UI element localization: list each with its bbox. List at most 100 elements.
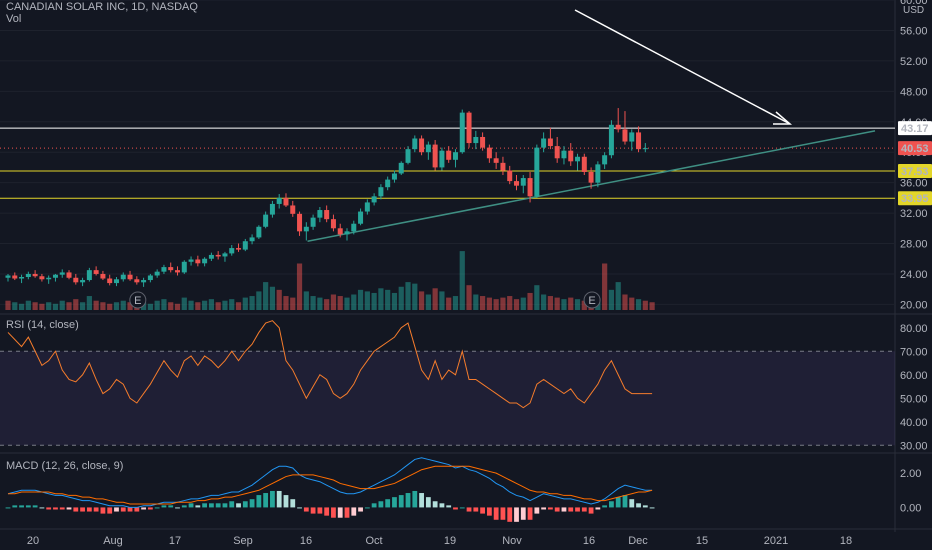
candle[interactable]	[236, 248, 242, 250]
candle[interactable]	[19, 276, 25, 279]
candle[interactable]	[527, 178, 533, 197]
candle[interactable]	[202, 258, 208, 264]
candle[interactable]	[290, 205, 296, 214]
candle[interactable]	[534, 147, 540, 197]
candle[interactable]	[175, 270, 180, 273]
candle[interactable]	[337, 228, 343, 235]
candle[interactable]	[310, 217, 316, 227]
candle[interactable]	[52, 274, 58, 278]
candle[interactable]	[514, 181, 519, 186]
candle[interactable]	[581, 156, 587, 172]
candle[interactable]	[127, 274, 133, 280]
candle[interactable]	[588, 171, 594, 183]
candle[interactable]	[276, 197, 282, 204]
candle[interactable]	[283, 197, 289, 206]
candle[interactable]	[439, 150, 445, 168]
candle[interactable]	[351, 223, 357, 232]
candle[interactable]	[208, 254, 214, 259]
candle[interactable]	[602, 155, 608, 165]
candle[interactable]	[486, 147, 492, 159]
candle[interactable]	[622, 129, 628, 142]
candle[interactable]	[297, 213, 303, 232]
candle[interactable]	[181, 261, 187, 273]
candle[interactable]	[256, 226, 262, 238]
candle[interactable]	[86, 270, 92, 281]
candle[interactable]	[269, 203, 275, 215]
candle[interactable]	[249, 237, 255, 242]
candle[interactable]	[317, 210, 323, 218]
candle[interactable]	[303, 226, 309, 232]
candle[interactable]	[608, 124, 614, 156]
candle[interactable]	[642, 148, 648, 150]
candle[interactable]	[629, 132, 635, 142]
candle[interactable]	[66, 272, 72, 278]
candle[interactable]	[391, 173, 397, 180]
candle[interactable]	[493, 158, 499, 163]
arrow-annotation[interactable]	[574, 9, 791, 125]
candle[interactable]	[215, 254, 221, 257]
earnings-marker[interactable]	[583, 291, 601, 309]
candle[interactable]	[595, 164, 601, 183]
candle[interactable]	[432, 144, 438, 168]
candle[interactable]	[168, 267, 174, 271]
candle[interactable]	[188, 259, 194, 262]
candle[interactable]	[466, 112, 472, 144]
candle[interactable]	[93, 270, 99, 274]
candle[interactable]	[330, 219, 336, 229]
candle[interactable]	[32, 273, 38, 277]
candle[interactable]	[615, 124, 621, 130]
candle[interactable]	[113, 279, 119, 284]
candle[interactable]	[134, 279, 140, 283]
candle[interactable]	[222, 253, 228, 257]
earnings-marker[interactable]	[129, 291, 147, 309]
candle[interactable]	[161, 267, 167, 272]
candle[interactable]	[12, 275, 18, 279]
candle[interactable]	[452, 152, 458, 160]
candle[interactable]	[154, 271, 160, 276]
candle[interactable]	[575, 156, 581, 162]
candle[interactable]	[358, 211, 364, 224]
candle[interactable]	[520, 178, 526, 186]
candle[interactable]	[229, 248, 235, 254]
candle[interactable]	[405, 149, 411, 163]
candle[interactable]	[364, 202, 370, 212]
candle[interactable]	[480, 136, 486, 148]
candle[interactable]	[446, 150, 452, 160]
candle[interactable]	[107, 278, 113, 284]
candle[interactable]	[398, 162, 404, 174]
candle[interactable]	[385, 179, 391, 188]
candle[interactable]	[141, 280, 147, 283]
candle[interactable]	[195, 259, 201, 264]
candle[interactable]	[5, 275, 11, 278]
candle[interactable]	[419, 138, 425, 153]
candle[interactable]	[473, 136, 479, 144]
candle[interactable]	[80, 280, 86, 283]
candle[interactable]	[568, 150, 574, 162]
candle[interactable]	[425, 144, 431, 153]
candle[interactable]	[263, 214, 269, 227]
candle[interactable]	[636, 132, 642, 150]
candle[interactable]	[371, 196, 377, 203]
candle[interactable]	[46, 277, 52, 280]
candle[interactable]	[25, 273, 31, 277]
candle[interactable]	[324, 210, 330, 220]
candle[interactable]	[147, 275, 153, 281]
candle[interactable]	[378, 187, 384, 197]
candle[interactable]	[100, 273, 106, 279]
candle[interactable]	[59, 272, 65, 275]
currency-label[interactable]: USD	[903, 5, 925, 16]
candle[interactable]	[39, 276, 45, 280]
candle[interactable]	[507, 170, 513, 182]
candle[interactable]	[120, 274, 126, 280]
candle[interactable]	[500, 162, 506, 171]
candle[interactable]	[541, 138, 547, 148]
candle[interactable]	[242, 241, 248, 250]
candle[interactable]	[561, 150, 567, 159]
candle[interactable]	[459, 112, 465, 153]
candle[interactable]	[547, 138, 553, 147]
candle[interactable]	[73, 277, 79, 283]
candle[interactable]	[412, 138, 418, 150]
candle[interactable]	[554, 146, 560, 159]
candle[interactable]	[344, 231, 350, 235]
